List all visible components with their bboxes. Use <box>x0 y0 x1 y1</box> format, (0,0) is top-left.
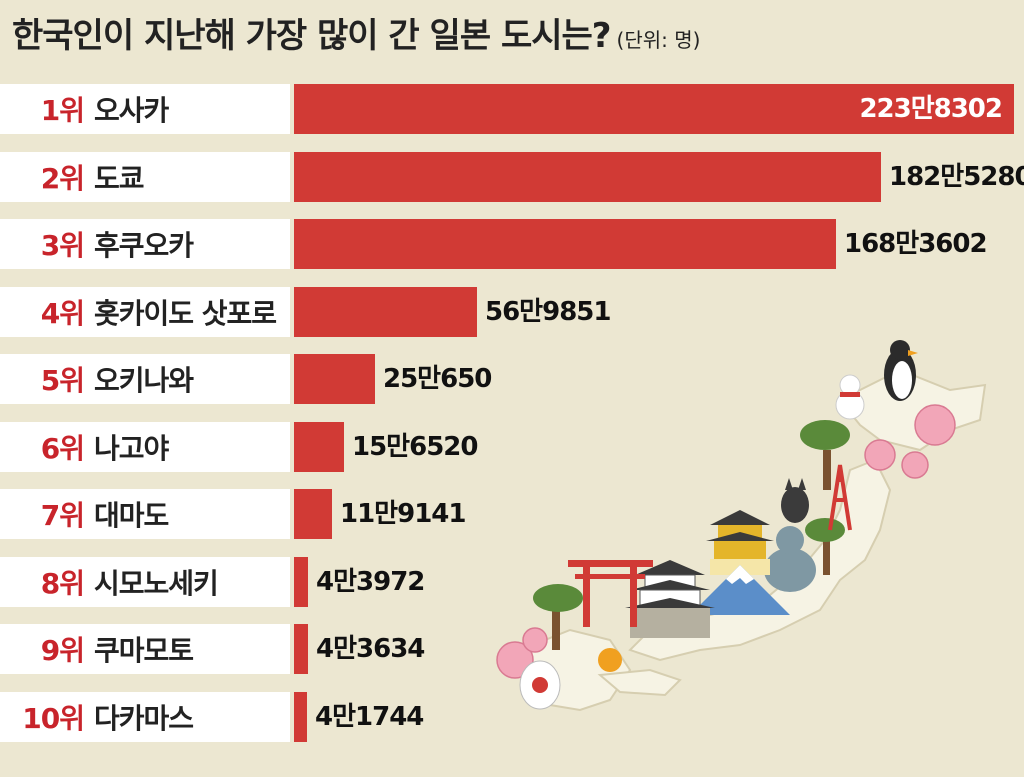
cherry-blossom-icon <box>496 404 956 679</box>
category-label: 오사카 <box>94 94 169 127</box>
bar-row: 4위 홋카이도 삿포로 56만9851 <box>0 286 1024 337</box>
bar-row: 5위 오키나와 25만650 <box>0 354 1024 404</box>
value-label: 25만650 <box>383 364 492 394</box>
category-label-box: 7위 대마도 <box>0 489 290 539</box>
category-label-box: 6위 나고야 <box>0 421 290 472</box>
tokyo-tower-icon <box>828 464 852 531</box>
category-label: 쿠마모토 <box>94 634 194 667</box>
japan-map-illustration <box>496 340 987 712</box>
mount-fuji-icon <box>690 565 790 615</box>
value-label: 168만3602 <box>844 229 988 259</box>
category-label: 대마도 <box>94 499 169 532</box>
bar <box>294 354 375 404</box>
category-label-box: 10위 다카마스 <box>0 691 290 742</box>
bar-row: 7위 대마도 11만9141 <box>0 489 1024 539</box>
rank-label: 10위 <box>22 701 85 735</box>
bar-row: 8위 시모노세키 4만3972 <box>0 556 1024 607</box>
bonsai-tree-icon <box>533 420 850 650</box>
title-text: 한국인이 지난해 가장 많이 간 일본 도시는? <box>12 16 612 56</box>
bar <box>294 84 1014 134</box>
value-label: 4만1744 <box>315 701 424 732</box>
category-label: 시모노세키 <box>94 566 219 600</box>
value-label: 182만5280 <box>889 161 1024 192</box>
bar <box>294 151 881 202</box>
bar-row: 6위 나고야 15만6520 <box>0 421 1024 472</box>
great-buddha-icon <box>764 526 816 592</box>
snowman-icon <box>835 374 865 420</box>
bar <box>294 219 836 269</box>
castle-icon <box>625 560 715 638</box>
rank-label: 3위 <box>40 229 85 262</box>
category-label-box: 5위 오키나와 <box>0 354 290 404</box>
bar <box>294 624 308 674</box>
category-label-box: 1위 오사카 <box>0 84 290 134</box>
lantern-icon <box>519 660 561 710</box>
category-label-box: 9위 쿠마모토 <box>0 624 290 674</box>
value-label: 15만6520 <box>352 431 478 462</box>
rank-label: 9위 <box>40 634 85 667</box>
category-label-box: 8위 시모노세키 <box>0 556 290 607</box>
bar <box>294 421 344 472</box>
penguin-icon <box>884 340 918 401</box>
category-label: 오키나와 <box>94 364 194 397</box>
rank-label: 6위 <box>40 431 85 465</box>
category-label: 도쿄 <box>94 161 145 195</box>
category-label: 후쿠오카 <box>94 229 194 262</box>
orange-icon <box>598 648 622 672</box>
rank-label: 2위 <box>40 161 85 195</box>
category-label: 홋카이도 삿포로 <box>94 296 277 330</box>
category-label-box: 3위 후쿠오카 <box>0 219 290 269</box>
value-label: 223만8302 <box>859 94 1003 124</box>
value-label: 4만3972 <box>316 566 425 597</box>
chart-title: 한국인이 지난해 가장 많이 간 일본 도시는? (단위: 명) <box>12 8 700 57</box>
rank-label: 7위 <box>40 499 85 532</box>
category-label-box: 4위 홋카이도 삿포로 <box>0 286 290 337</box>
golden-pavilion-icon <box>706 510 774 575</box>
torii-gate-icon <box>568 560 653 627</box>
bar <box>294 556 308 607</box>
value-label: 11만9141 <box>340 499 466 529</box>
bar-row: 2위 도쿄 182만5280 <box>0 151 1024 202</box>
rank-label: 5위 <box>40 364 85 397</box>
bar-row: 9위 쿠마모토 4만3634 <box>0 624 1024 674</box>
bar <box>294 691 307 742</box>
rank-label: 1위 <box>40 94 85 127</box>
bar-row: 1위 오사카 223만8302 <box>0 84 1024 134</box>
category-label: 다카마스 <box>94 701 194 735</box>
bar <box>294 489 332 539</box>
bar-row: 10위 다카마스 4만1744 <box>0 691 1024 742</box>
bar-row: 3위 후쿠오카 168만3602 <box>0 219 1024 269</box>
shiba-dog-icon <box>781 478 809 523</box>
category-label: 나고야 <box>94 431 169 465</box>
unit-label: (단위: 명) <box>616 28 701 52</box>
value-label: 4만3634 <box>316 634 425 664</box>
value-label: 56만9851 <box>485 296 611 327</box>
rank-label: 8위 <box>40 566 85 600</box>
rank-label: 4위 <box>40 296 85 330</box>
bar <box>294 286 477 337</box>
category-label-box: 2위 도쿄 <box>0 151 290 202</box>
